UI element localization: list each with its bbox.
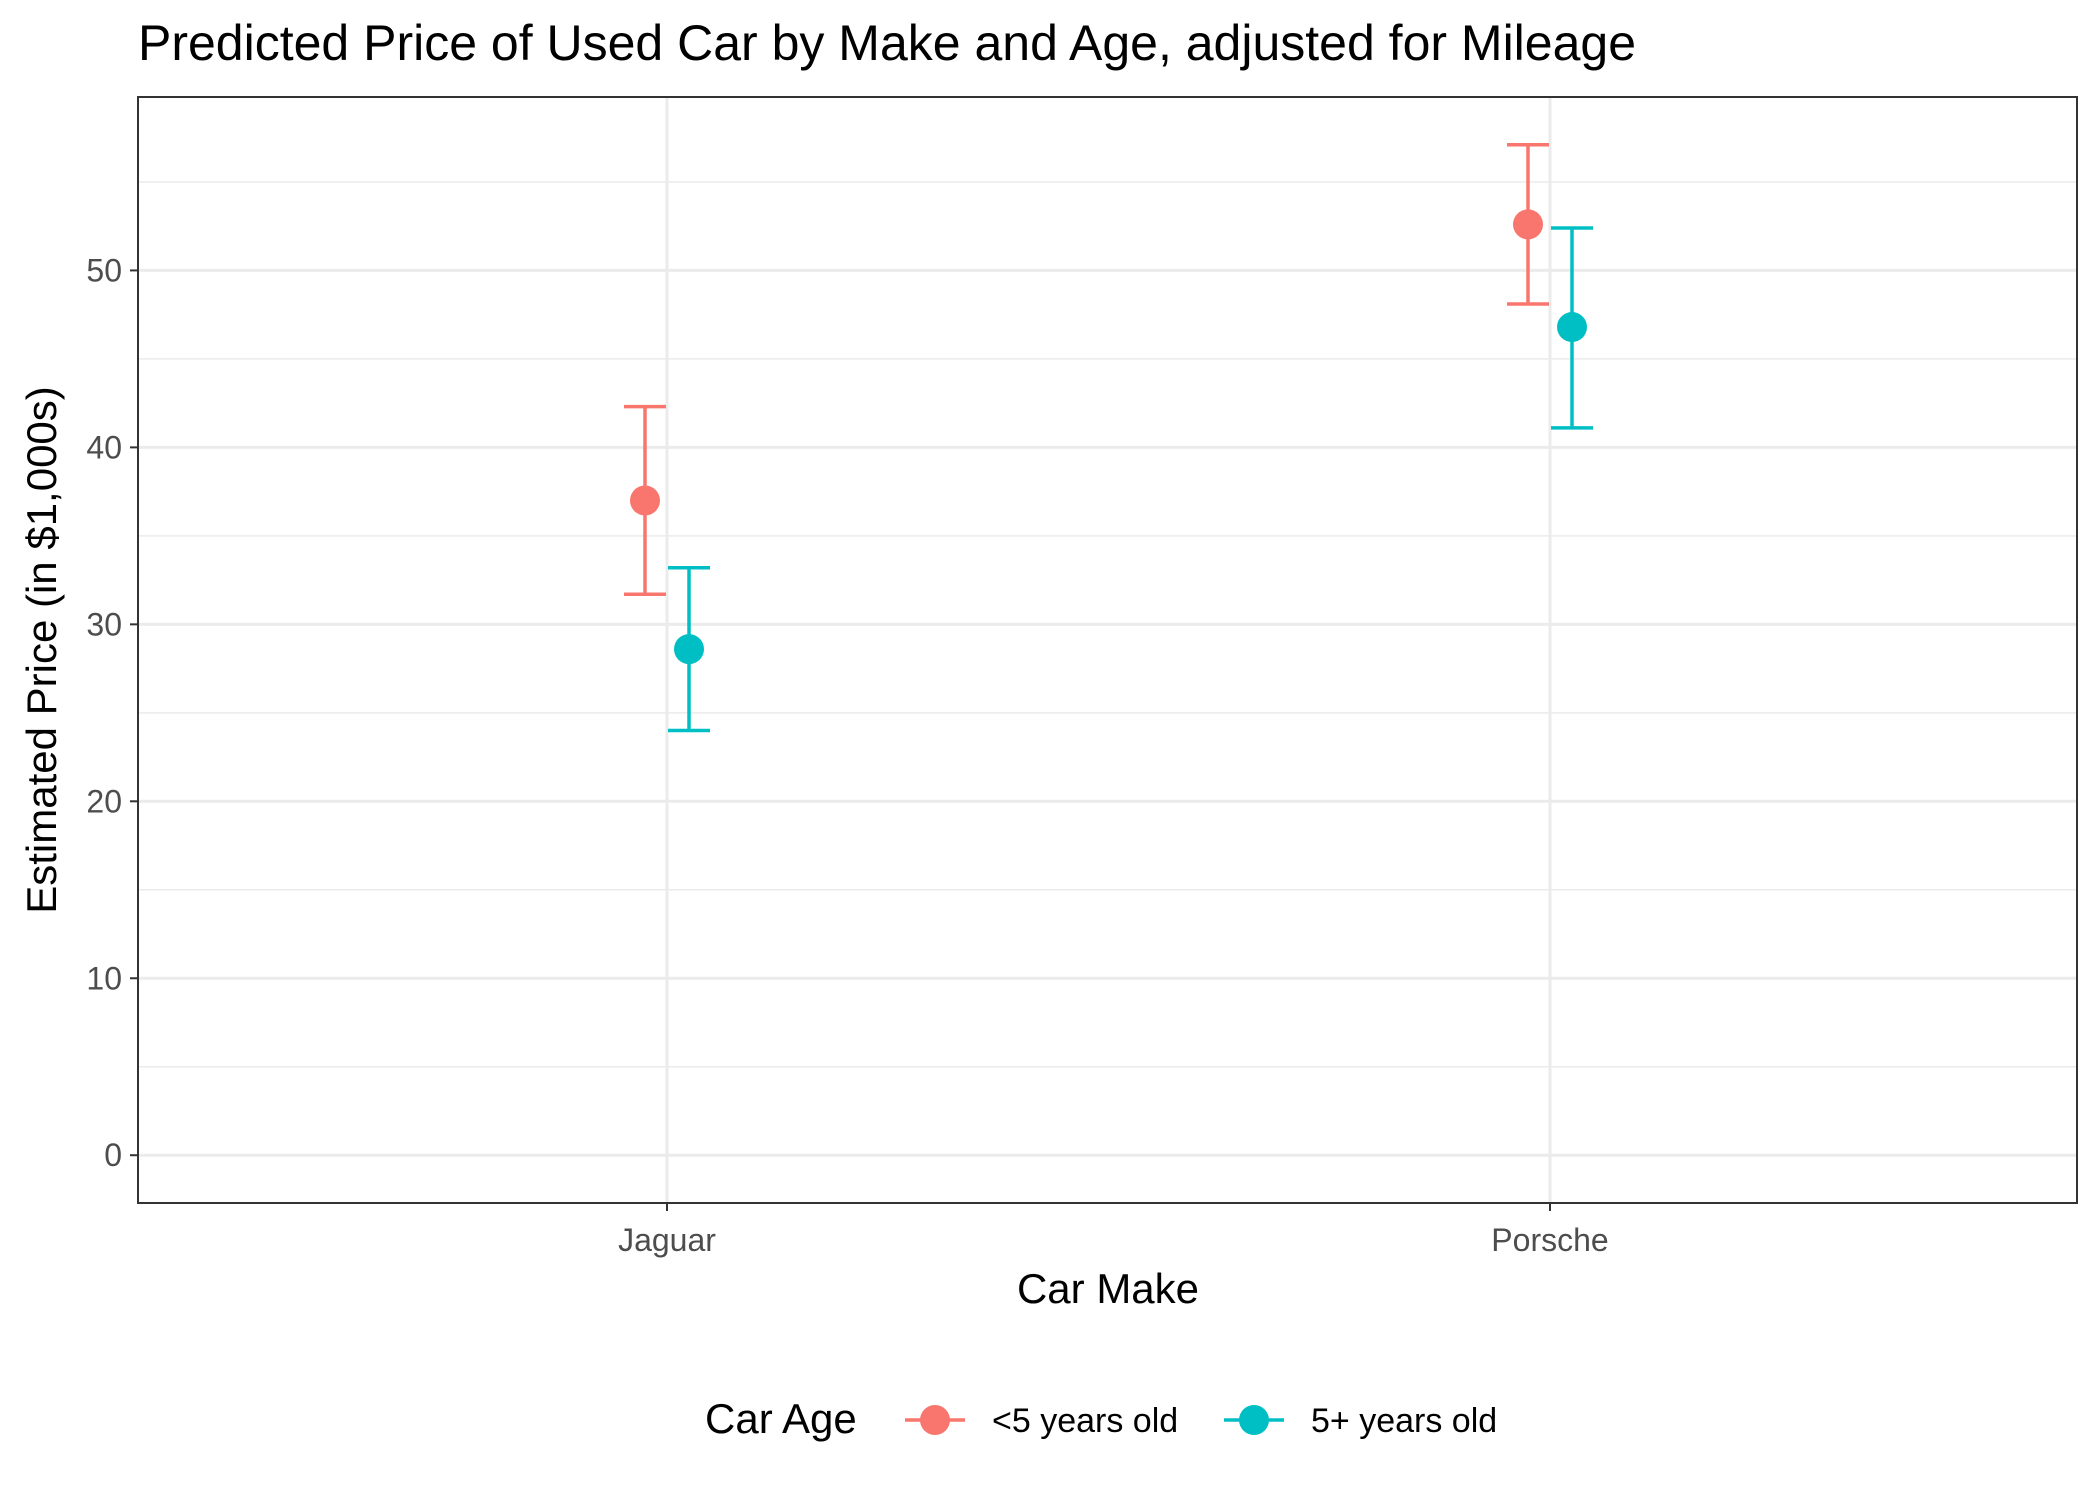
data-marks — [624, 143, 1593, 733]
x-axis: Jaguar Porsche — [618, 1203, 1609, 1258]
x-tick-label: Jaguar — [618, 1222, 716, 1258]
legend-key-point — [920, 1405, 950, 1435]
legend-label: 5+ years old — [1311, 1402, 1497, 1440]
y-tick-label: 50 — [86, 252, 122, 288]
chart-title: Predicted Price of Used Car by Make and … — [138, 15, 1636, 71]
x-tick-label: Porsche — [1491, 1222, 1608, 1258]
legend: Car Age <5 years old 5+ years old — [705, 1395, 1497, 1442]
y-axis: 0 10 20 30 40 50 — [86, 252, 138, 1173]
plot-panel — [137, 96, 2078, 1204]
y-tick-label: 0 — [104, 1137, 122, 1173]
y-tick-label: 40 — [86, 429, 122, 465]
data-point — [1557, 312, 1587, 343]
y-tick-label: 20 — [86, 783, 122, 819]
y-tick-label: 30 — [86, 606, 122, 642]
panel-background — [138, 97, 2077, 1203]
x-axis-title: Car Make — [1017, 1265, 1199, 1312]
panel-border — [137, 96, 2078, 1204]
legend-title: Car Age — [705, 1395, 857, 1442]
data-point — [1513, 209, 1543, 240]
y-tick-label: 10 — [86, 960, 122, 996]
legend-label: <5 years old — [992, 1402, 1178, 1440]
data-point — [674, 634, 704, 665]
data-point — [630, 485, 660, 516]
y-axis-title: Estimated Price (in $1,000s) — [18, 386, 65, 914]
legend-key-point — [1239, 1405, 1269, 1435]
